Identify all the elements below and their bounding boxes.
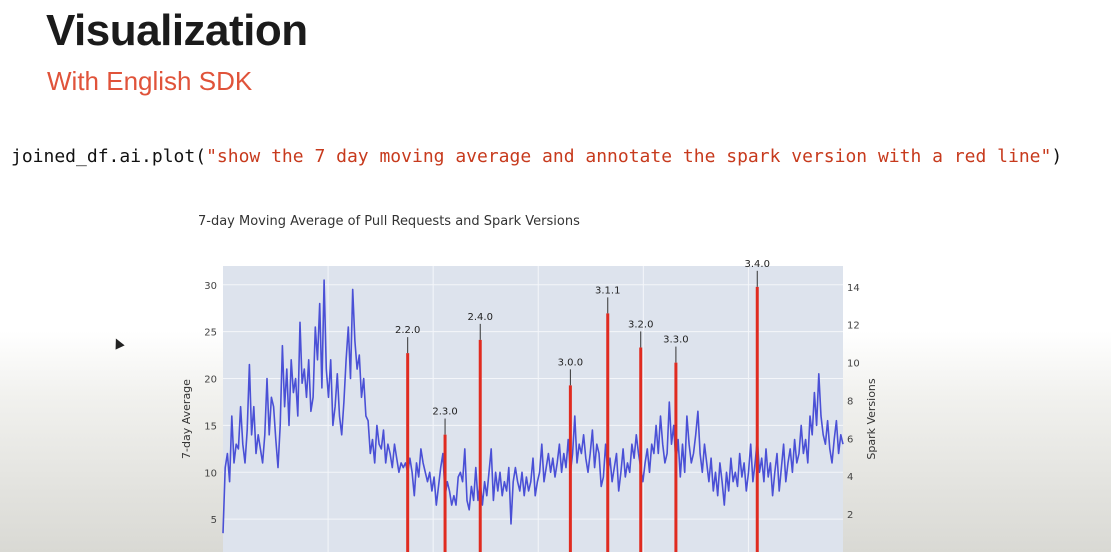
y2-tick-label: 14	[847, 283, 860, 294]
y-tick-label: 20	[204, 375, 217, 386]
y2-tick-label: 8	[847, 396, 853, 407]
version-label: 2.4.0	[468, 312, 493, 323]
y2-tick-label: 10	[847, 359, 860, 370]
code-prefix: joined_df.ai.plot(	[11, 146, 207, 167]
version-label: 2.2.0	[395, 325, 420, 336]
code-line: joined_df.ai.plot("show the 7 day moving…	[11, 146, 1062, 167]
y-tick-label: 5	[211, 515, 217, 526]
version-label: 3.2.0	[628, 319, 653, 330]
code-suffix: )	[1051, 146, 1063, 167]
version-label: 3.0.0	[558, 357, 583, 368]
y2-axis-label: Spark Versions	[865, 378, 878, 460]
slide-subtitle: With English SDK	[47, 66, 253, 96]
y-tick-label: 25	[204, 328, 217, 339]
code-argument: "show the 7 day moving average and annot…	[206, 146, 1052, 167]
version-label: 3.4.0	[745, 259, 770, 270]
version-label: 3.3.0	[663, 335, 688, 346]
moving-average-line	[222, 279, 844, 534]
y-tick-label: 10	[204, 468, 217, 479]
y-axis-label: 7-day Average	[180, 379, 193, 459]
y2-tick-label: 12	[847, 321, 860, 332]
y2-tick-label: 4	[847, 472, 853, 483]
version-label: 3.1.1	[595, 285, 620, 296]
chart-title: 7-day Moving Average of Pull Requests an…	[198, 214, 580, 229]
y-tick-label: 30	[204, 281, 217, 292]
plot-area	[223, 266, 843, 552]
y2-tick-label: 2	[847, 510, 853, 521]
y2-tick-label: 6	[847, 434, 853, 445]
slide-title: Visualization	[46, 6, 308, 55]
y-tick-label: 15	[204, 421, 217, 432]
version-label: 2.3.0	[432, 407, 457, 418]
